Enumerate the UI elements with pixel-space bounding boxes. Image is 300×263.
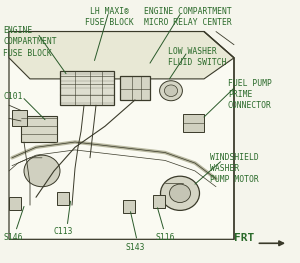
FancyBboxPatch shape [60, 71, 114, 105]
Text: LH MAXI®
FUSE BLOCK: LH MAXI® FUSE BLOCK [85, 7, 134, 27]
Text: S143: S143 [126, 243, 146, 252]
Text: C113: C113 [54, 227, 74, 236]
FancyBboxPatch shape [21, 116, 57, 142]
FancyBboxPatch shape [57, 192, 69, 205]
Text: FUEL PUMP
PRIME
CONNECTOR: FUEL PUMP PRIME CONNECTOR [228, 79, 272, 110]
Text: LOW WASHER
FLUID SWITCH: LOW WASHER FLUID SWITCH [168, 47, 226, 67]
FancyBboxPatch shape [9, 197, 21, 210]
Polygon shape [9, 32, 234, 79]
Circle shape [169, 184, 190, 203]
FancyBboxPatch shape [123, 200, 135, 213]
Circle shape [164, 85, 178, 97]
Text: FRT: FRT [234, 233, 254, 243]
Circle shape [160, 81, 182, 101]
Text: S116: S116 [156, 233, 176, 242]
Text: ENGINE
COMPARTMENT
FUSE BLOCK: ENGINE COMPARTMENT FUSE BLOCK [3, 26, 57, 58]
Text: C101: C101 [3, 92, 22, 101]
Text: S146: S146 [3, 233, 22, 242]
FancyBboxPatch shape [120, 76, 150, 100]
FancyBboxPatch shape [153, 195, 165, 208]
FancyBboxPatch shape [183, 114, 204, 132]
Circle shape [160, 176, 200, 210]
FancyBboxPatch shape [12, 110, 27, 126]
Circle shape [24, 155, 60, 187]
Text: WINDSHIELD
WASHER
PUMP MOTOR: WINDSHIELD WASHER PUMP MOTOR [210, 153, 259, 184]
Polygon shape [9, 32, 234, 239]
Text: ENGINE COMPARTMENT
MICRO RELAY CENTER: ENGINE COMPARTMENT MICRO RELAY CENTER [144, 7, 231, 27]
